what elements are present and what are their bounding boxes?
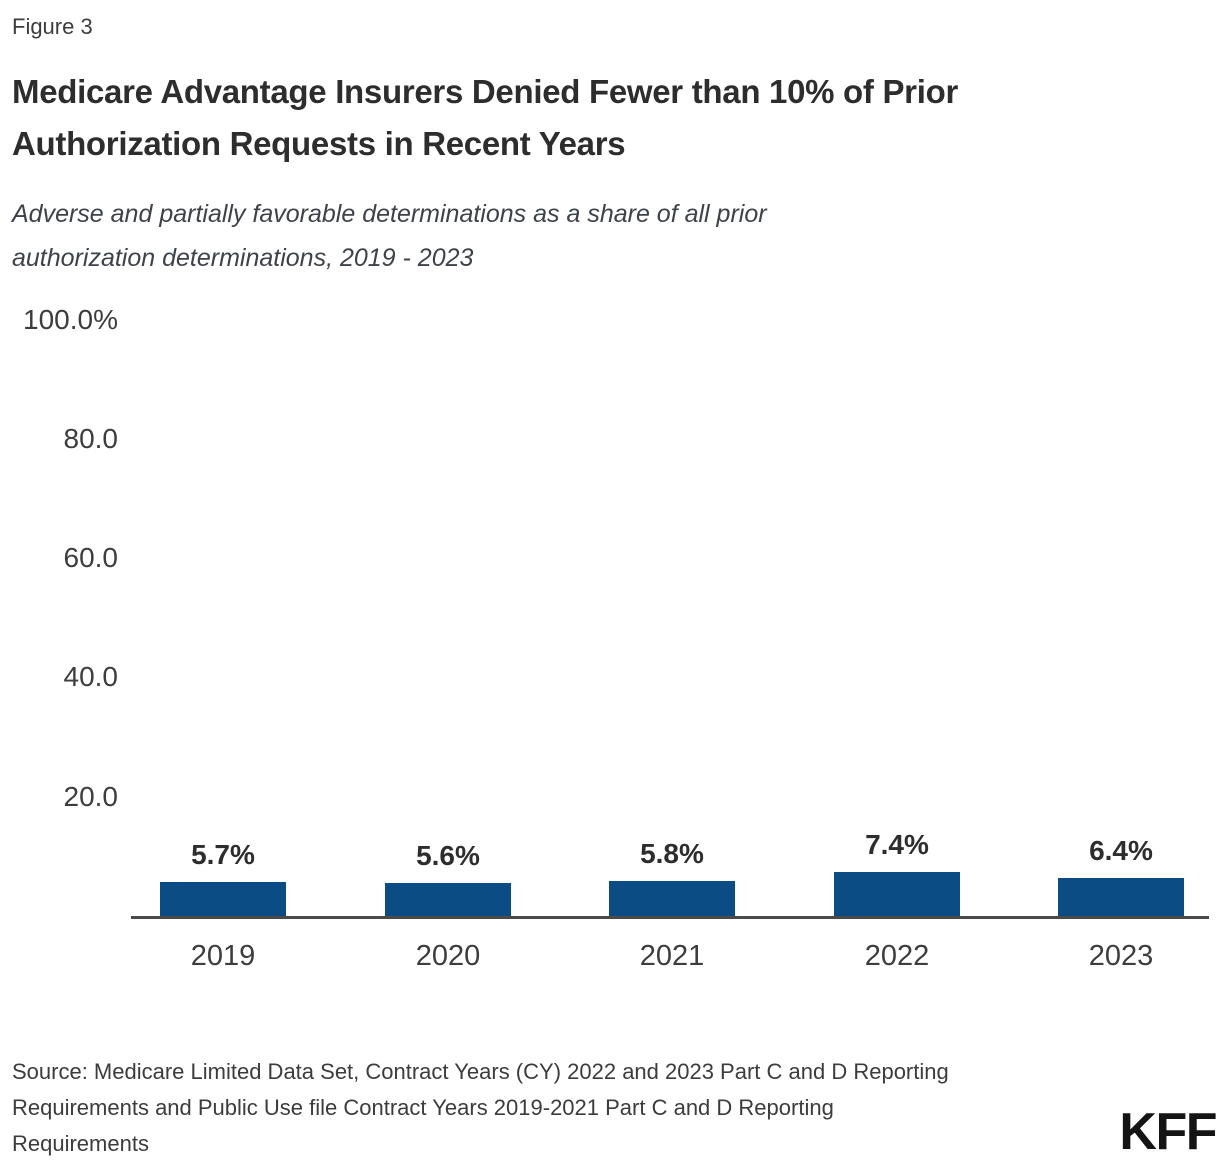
chart-title-line-1: Medicare Advantage Insurers Denied Fewer…	[12, 73, 958, 110]
source-note: Source: Medicare Limited Data Set, Contr…	[12, 1054, 949, 1162]
source-note-line-2: Requirements and Public Use file Contrac…	[12, 1095, 834, 1120]
y-axis-tick-label: 20.0	[63, 781, 119, 812]
bar-2023	[1058, 878, 1184, 916]
bar-value-label-2019: 5.7%	[191, 839, 255, 870]
x-axis-label-2020: 2020	[415, 940, 481, 972]
chart-subtitle: Adverse and partially favorable determin…	[12, 192, 1052, 280]
kff-logo: KFF	[1119, 1103, 1217, 1161]
y-axis-tick-label: 40.0	[63, 661, 119, 692]
figure-label: Figure 3	[12, 14, 93, 39]
bar-2021	[609, 881, 735, 916]
source-note-line-3: Requirements	[12, 1131, 149, 1156]
x-axis-label-2022: 2022	[864, 940, 930, 972]
x-axis-label-2023: 2023	[1088, 940, 1154, 972]
bar-value-label-2020: 5.6%	[416, 840, 480, 871]
chart-subtitle-line-2: authorization determinations, 2019 - 202…	[12, 244, 474, 272]
x-axis-label-2019: 2019	[190, 940, 256, 972]
bar-2020	[385, 883, 511, 916]
chart-title: Medicare Advantage Insurers Denied Fewer…	[12, 66, 1208, 170]
chart-title-line-2: Authorization Requests in Recent Years	[12, 125, 626, 162]
x-axis-label-2021: 2021	[639, 940, 705, 972]
y-axis-tick-label: 60.0	[63, 542, 119, 573]
y-axis-tick-label: 80.0	[63, 423, 119, 454]
y-axis-tick-label: 100.0%	[23, 304, 118, 335]
source-note-line-1: Source: Medicare Limited Data Set, Contr…	[12, 1059, 949, 1084]
bar-2019	[160, 882, 286, 916]
bar-2022	[834, 872, 960, 916]
bar-value-label-2022: 7.4%	[865, 829, 929, 860]
bar-value-label-2021: 5.8%	[640, 838, 704, 869]
chart-subtitle-line-1: Adverse and partially favorable determin…	[12, 200, 767, 228]
bar-value-label-2023: 6.4%	[1089, 835, 1153, 866]
x-axis-line	[131, 916, 1209, 919]
